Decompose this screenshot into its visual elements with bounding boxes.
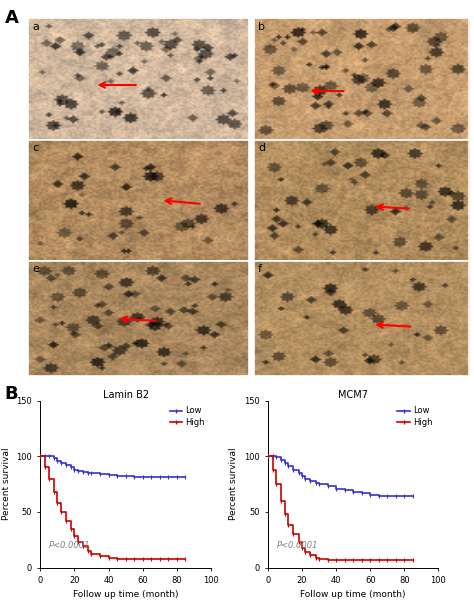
Text: f: f: [258, 265, 262, 274]
Title: Lamin B2: Lamin B2: [102, 390, 149, 400]
Text: P<0.0001: P<0.0001: [49, 540, 91, 549]
Text: d: d: [258, 143, 265, 153]
Y-axis label: Percent survival: Percent survival: [1, 448, 10, 520]
Text: e: e: [33, 265, 40, 274]
Y-axis label: Percent survival: Percent survival: [229, 448, 238, 520]
Text: a: a: [33, 22, 40, 32]
Text: B: B: [5, 385, 18, 404]
Text: c: c: [33, 143, 39, 153]
X-axis label: Follow up time (month): Follow up time (month): [301, 591, 406, 600]
Text: A: A: [5, 9, 18, 27]
Title: MCM7: MCM7: [338, 390, 368, 400]
Text: P<0.0001: P<0.0001: [276, 540, 318, 549]
X-axis label: Follow up time (month): Follow up time (month): [73, 591, 178, 600]
Text: b: b: [258, 22, 265, 32]
Legend: Low, High: Low, High: [168, 405, 207, 429]
Legend: Low, High: Low, High: [396, 405, 434, 429]
